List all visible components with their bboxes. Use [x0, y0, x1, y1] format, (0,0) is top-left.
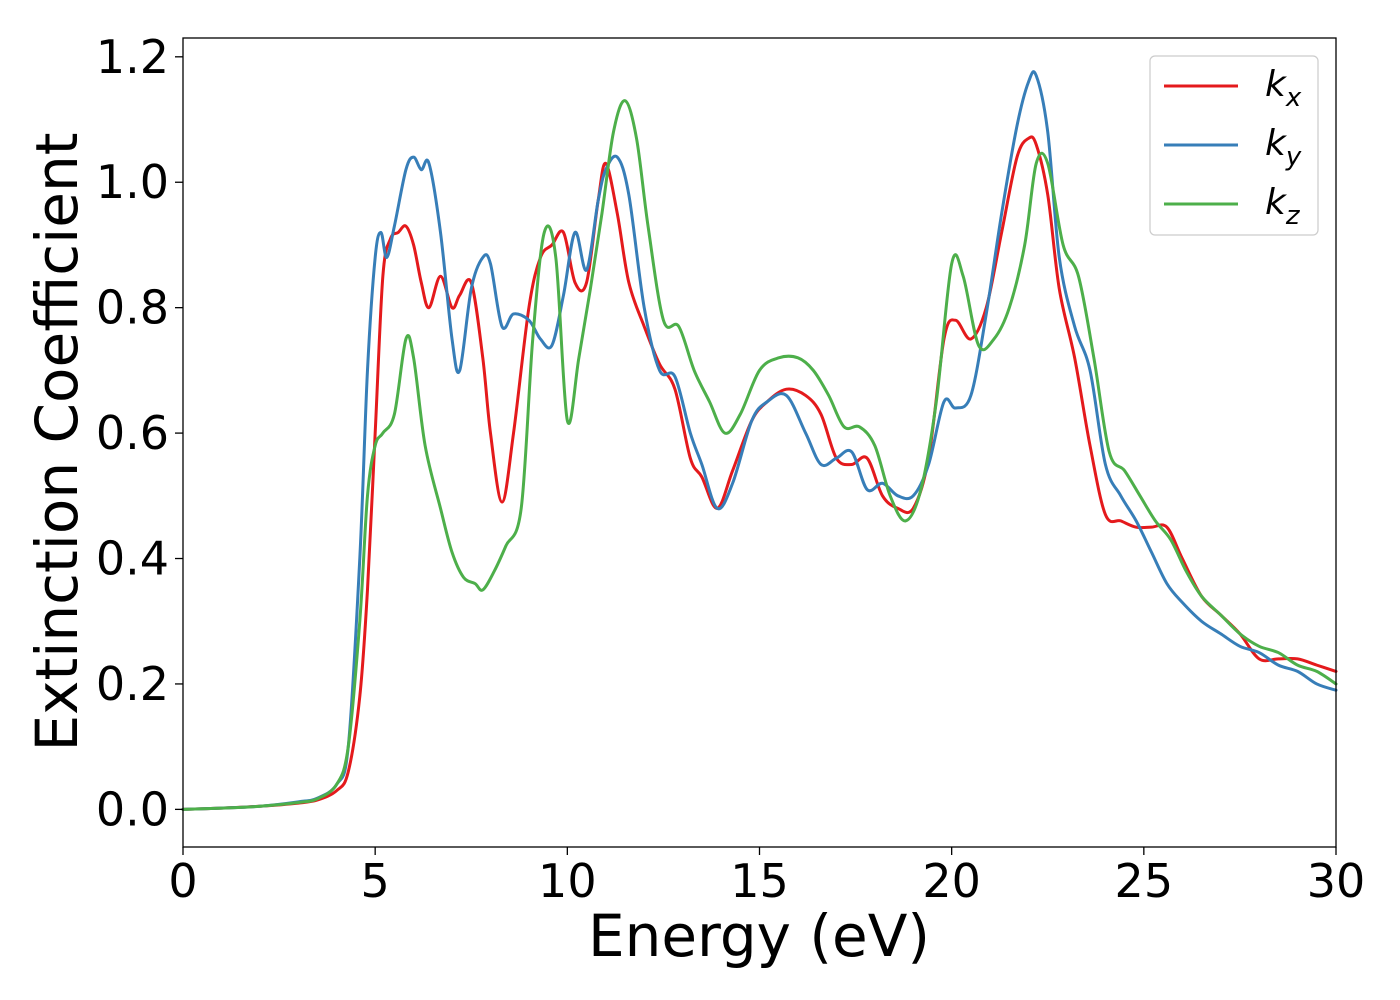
- y-axis-title: Extinction Coefficient: [23, 133, 91, 752]
- series-line-x: [181, 135, 1338, 811]
- x-tick-label: 15: [730, 854, 789, 908]
- series-line-y: [181, 70, 1338, 811]
- legend-label-y: ky: [1265, 123, 1302, 172]
- x-tick-label: 5: [361, 854, 390, 908]
- ticks-layer: 0 5 10 15 20 25 30 0.0 0.2 0.4 0.6 0.8 1.0 1.2: [96, 30, 1365, 908]
- y-tick-label: 1.0: [96, 155, 169, 209]
- x-tick-label: 0: [168, 854, 197, 908]
- x-tick-label: 10: [538, 854, 597, 908]
- legend-label-x: kx: [1265, 64, 1302, 113]
- legend-label-z: kz: [1265, 182, 1301, 231]
- y-tick-label: 1.2: [96, 30, 169, 84]
- y-tick-label: 0.0: [96, 782, 169, 836]
- series-line-z: [181, 99, 1338, 811]
- y-tick-label: 0.2: [96, 657, 169, 711]
- legend: kx ky kz: [1149, 55, 1319, 236]
- series-layer: [181, 70, 1338, 811]
- x-tick-label: 30: [1307, 854, 1366, 908]
- y-tick-label: 0.6: [96, 406, 169, 460]
- y-tick-label: 0.4: [96, 532, 169, 586]
- x-tick-label: 20: [922, 854, 981, 908]
- y-tick-label: 0.8: [96, 281, 169, 335]
- x-tick-label: 25: [1115, 854, 1174, 908]
- x-axis-title: Energy (eV): [588, 902, 930, 970]
